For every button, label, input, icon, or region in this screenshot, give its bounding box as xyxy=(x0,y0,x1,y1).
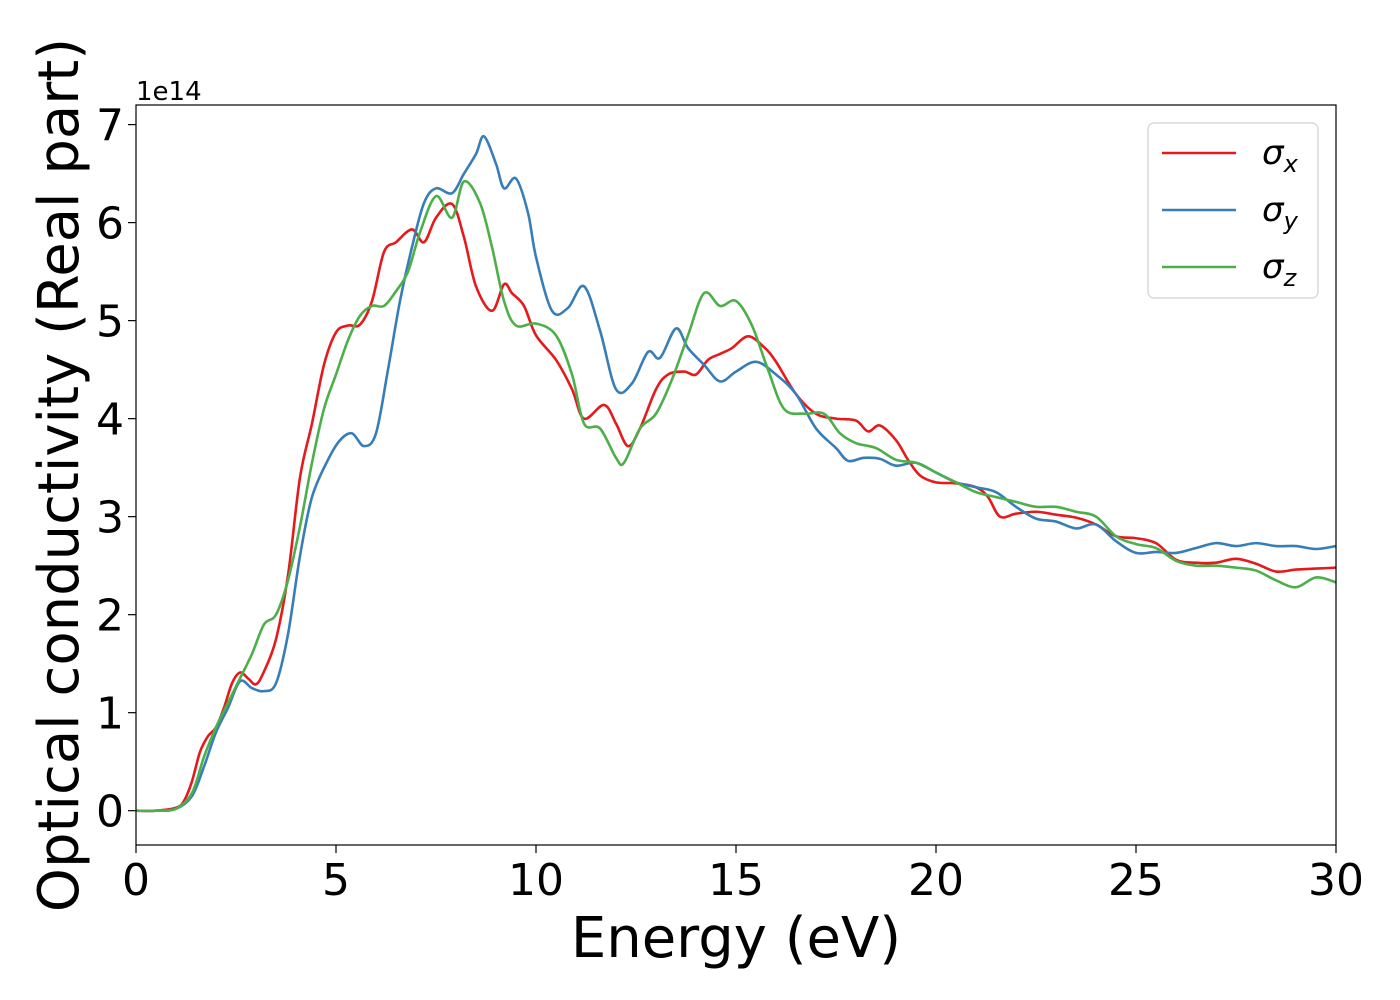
y-tick-label: 1 xyxy=(96,689,124,740)
y-tick-label: 7 xyxy=(96,101,124,152)
plot-background xyxy=(136,105,1336,845)
x-tick-label: 10 xyxy=(508,855,564,906)
x-tick-label: 5 xyxy=(322,855,350,906)
legend-label-z: σz xyxy=(1262,247,1298,292)
x-tick-label: 0 xyxy=(122,855,150,906)
legend-label-x: σx xyxy=(1262,133,1299,178)
series-line-z xyxy=(136,179,1336,813)
series-layer xyxy=(136,135,1336,813)
y-axis-ticks: 0 1 2 3 4 5 6 7 xyxy=(96,101,136,838)
y-tick-label: 5 xyxy=(96,297,124,348)
y-axis-label: Optical conductivity (Real part) xyxy=(27,38,92,912)
y-tick-label: 0 xyxy=(96,787,124,838)
y-tick-label: 4 xyxy=(96,395,124,446)
legend: σx σy σz xyxy=(1147,122,1319,299)
x-tick-label: 25 xyxy=(1108,855,1164,906)
x-tick-label: 30 xyxy=(1308,855,1364,906)
series-line-y xyxy=(136,135,1336,813)
x-axis-label: Energy (eV) xyxy=(571,906,901,971)
y-tick-label: 6 xyxy=(96,199,124,250)
y-multiplier-label: 1e14 xyxy=(136,77,202,107)
y-tick-label: 3 xyxy=(96,493,124,544)
y-tick-label: 2 xyxy=(96,591,124,642)
x-tick-label: 15 xyxy=(708,855,764,906)
legend-label-y: σy xyxy=(1262,190,1299,235)
x-tick-label: 20 xyxy=(908,855,964,906)
x-axis-ticks: 0 5 10 15 20 25 30 xyxy=(122,845,1364,906)
